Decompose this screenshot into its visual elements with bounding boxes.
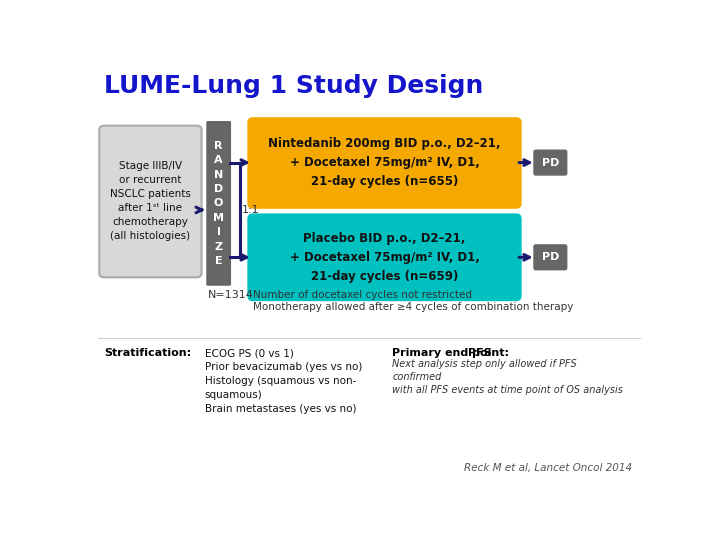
FancyBboxPatch shape xyxy=(206,121,231,286)
FancyBboxPatch shape xyxy=(99,126,202,278)
Text: Primary end point:: Primary end point: xyxy=(392,348,509,358)
Text: Stratification:: Stratification: xyxy=(104,348,191,358)
FancyBboxPatch shape xyxy=(248,213,522,301)
Text: Reck M et al, Lancet Oncol 2014: Reck M et al, Lancet Oncol 2014 xyxy=(464,463,632,473)
Text: LUME-Lung 1 Study Design: LUME-Lung 1 Study Design xyxy=(104,74,483,98)
Text: Stage IIIB/IV
or recurrent
NSCLC patients
after 1ˢᵗ line
chemotherapy
(all histo: Stage IIIB/IV or recurrent NSCLC patient… xyxy=(110,161,191,241)
Text: R
A
N
D
O
M
I
Z
E: R A N D O M I Z E xyxy=(213,141,224,266)
Text: Number of docetaxel cycles not restricted
Monotherapy allowed after ≥4 cycles of: Number of docetaxel cycles not restricte… xyxy=(253,291,573,312)
Text: PD: PD xyxy=(541,158,559,167)
Text: Placebo BID p.o., D2–21,
+ Docetaxel 75mg/m² IV, D1,
21-day cycles (n=659): Placebo BID p.o., D2–21, + Docetaxel 75m… xyxy=(289,232,480,283)
Text: N=1314: N=1314 xyxy=(208,291,253,300)
Text: PD: PD xyxy=(541,252,559,262)
FancyBboxPatch shape xyxy=(534,244,567,271)
Text: Next analysis step only allowed if PFS
confirmed
with all PFS events at time poi: Next analysis step only allowed if PFS c… xyxy=(392,359,623,395)
Text: ECOG PS (0 vs 1)
Prior bevacizumab (yes vs no)
Histology (squamous vs non-
squam: ECOG PS (0 vs 1) Prior bevacizumab (yes … xyxy=(204,348,362,414)
Text: 1:1: 1:1 xyxy=(242,205,259,215)
FancyBboxPatch shape xyxy=(534,150,567,176)
FancyBboxPatch shape xyxy=(248,117,522,209)
Text: Nintedanib 200mg BID p.o., D2–21,
+ Docetaxel 75mg/m² IV, D1,
21-day cycles (n=6: Nintedanib 200mg BID p.o., D2–21, + Doce… xyxy=(269,138,500,188)
Text: PFS: PFS xyxy=(468,348,492,358)
